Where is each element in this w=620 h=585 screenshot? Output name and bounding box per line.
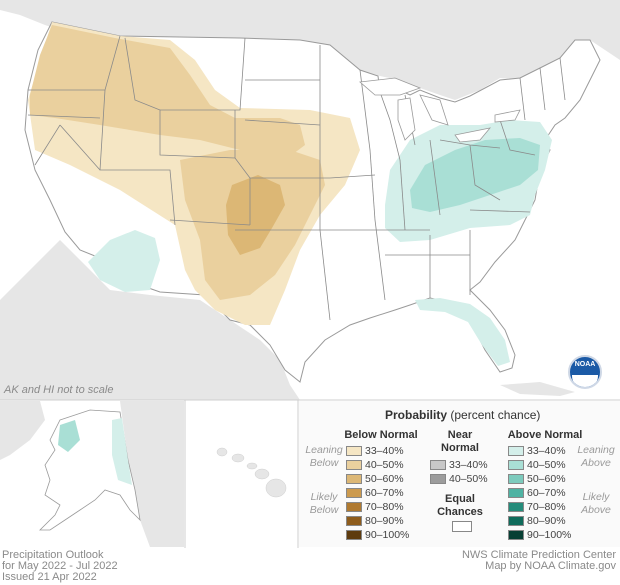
above-normal-swatch xyxy=(508,460,524,471)
above-normal-label: 50–60% xyxy=(527,473,566,485)
above-normal-row: 33–40% xyxy=(508,444,571,458)
above-normal-arizona xyxy=(88,230,160,292)
below-normal-scale: 33–40% 40–50% 50–60% 60–70% 70–80% 80–90% 90–1… xyxy=(346,444,409,542)
above-normal-scale: 33–40% 40–50% 50–60% 60–70% 70–80% 80–90% 90–1… xyxy=(508,444,571,542)
below-normal-label: 90–100% xyxy=(365,529,410,541)
below-normal-header: Below Normal xyxy=(344,429,418,441)
outlook-issued: Issued 21 Apr 2022 xyxy=(2,571,97,583)
above-normal-label: 70–80% xyxy=(527,501,566,513)
below-normal-40-50-northwest xyxy=(30,25,305,160)
above-normal-row: 60–70% xyxy=(508,486,571,500)
likely-below-label: Likely Below xyxy=(309,491,339,516)
leaning-below-label: Leaning Below xyxy=(305,444,343,469)
below-normal-label: 50–60% xyxy=(365,473,404,485)
below-normal-label: 80–90% xyxy=(365,515,404,527)
baja-california xyxy=(65,250,130,372)
below-normal-swatch xyxy=(346,502,362,513)
noaa-logo-text: NOAA xyxy=(574,361,596,368)
below-normal-swatch xyxy=(346,516,362,527)
legend-title-rest: (percent chance) xyxy=(447,408,541,422)
scale-note: AK and HI not to scale xyxy=(4,384,114,396)
below-normal-swatch xyxy=(346,460,362,471)
above-normal-row: 80–90% xyxy=(508,514,571,528)
below-normal-row: 50–60% xyxy=(346,472,409,486)
below-normal-swatch xyxy=(346,488,362,499)
near-normal-header: Near Normal xyxy=(441,429,479,454)
canada-land xyxy=(0,0,620,100)
above-normal-label: 33–40% xyxy=(527,445,566,457)
above-normal-row: 40–50% xyxy=(508,458,571,472)
russia-land xyxy=(0,401,45,460)
outlook-period: for May 2022 - Jul 2022 xyxy=(2,560,118,572)
leaning-above-label: Leaning Above xyxy=(577,444,615,469)
above-normal-swatch xyxy=(508,488,524,499)
near-normal-scale: 33–40% 40–50% xyxy=(430,458,488,486)
near-normal-swatch xyxy=(430,474,446,485)
below-normal-swatch xyxy=(346,446,362,457)
above-normal-swatch xyxy=(508,530,524,541)
near-normal-row: 40–50% xyxy=(430,472,488,486)
above-normal-swatch xyxy=(508,474,524,485)
legend-title-bold: Probability xyxy=(385,408,448,422)
below-normal-row: 33–40% xyxy=(346,444,409,458)
above-normal-40-50-east xyxy=(410,138,540,212)
alaska-above-normal-east xyxy=(112,418,132,485)
credit-climate-gov: Map by NOAA Climate.gov xyxy=(485,560,616,572)
above-normal-row: 90–100% xyxy=(508,528,571,542)
below-normal-label: 60–70% xyxy=(365,487,404,499)
noaa-logo: NOAA xyxy=(568,355,602,389)
below-normal-row: 40–50% xyxy=(346,458,409,472)
below-normal-row: 60–70% xyxy=(346,486,409,500)
below-normal-row: 70–80% xyxy=(346,500,409,514)
below-normal-label: 33–40% xyxy=(365,445,404,457)
above-normal-label: 40–50% xyxy=(527,459,566,471)
above-normal-header: Above Normal xyxy=(507,429,583,441)
above-normal-label: 90–100% xyxy=(527,529,572,541)
near-normal-label: 40–50% xyxy=(449,473,488,485)
above-normal-label: 80–90% xyxy=(527,515,566,527)
credit-cpc: NWS Climate Prediction Center xyxy=(461,549,616,561)
canada-near-alaska xyxy=(120,401,184,547)
state-boundaries xyxy=(27,35,566,321)
great-lakes xyxy=(359,77,521,143)
cuba-land xyxy=(500,382,575,396)
equal-chances-label: Equal Chances xyxy=(437,493,483,518)
above-normal-swatch xyxy=(508,446,524,457)
above-normal-swatch xyxy=(508,502,524,513)
below-normal-50-60-core xyxy=(226,175,285,255)
below-normal-swatch xyxy=(346,474,362,485)
below-normal-label: 70–80% xyxy=(365,501,404,513)
above-normal-row: 70–80% xyxy=(508,500,571,514)
near-normal-label: 33–40% xyxy=(449,459,488,471)
below-normal-swatch xyxy=(346,530,362,541)
hawaii-islands xyxy=(216,447,287,498)
above-normal-swatch xyxy=(508,516,524,527)
above-normal-label: 60–70% xyxy=(527,487,566,499)
near-normal-row: 33–40% xyxy=(430,458,488,472)
outlook-title: Precipitation Outlook xyxy=(2,549,104,561)
above-normal-row: 50–60% xyxy=(508,472,571,486)
legend-title: Probability (percent chance) xyxy=(385,408,540,422)
above-normal-florida xyxy=(415,298,510,366)
alaska-above-normal xyxy=(58,420,80,452)
likely-above-label: Likely Above xyxy=(581,491,611,516)
below-normal-row: 90–100% xyxy=(346,528,409,542)
equal-chances-swatch xyxy=(452,521,472,532)
below-normal-label: 40–50% xyxy=(365,459,404,471)
near-normal-swatch xyxy=(430,460,446,471)
below-normal-row: 80–90% xyxy=(346,514,409,528)
